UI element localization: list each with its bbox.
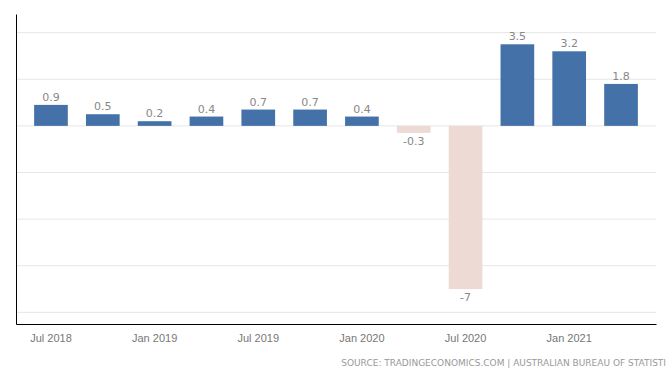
data-label: 0.7: [301, 96, 319, 109]
data-label: 0.4: [353, 103, 371, 116]
bar: [241, 110, 275, 126]
data-label: 0.2: [146, 107, 164, 120]
bars: [34, 44, 638, 289]
x-axis: Jul 2018 Jan 2019 Jul 2019 Jan 2020 Jul 2020…: [17, 325, 657, 344]
x-tick: Jan 2020: [339, 332, 384, 344]
bar: [34, 105, 68, 126]
x-tick: Jan 2019: [132, 332, 177, 344]
bar: [345, 117, 379, 126]
x-tick-label: Jan 2019: [132, 332, 177, 344]
x-axis-line: [17, 324, 657, 325]
data-label: 3.5: [509, 30, 527, 43]
x-tick: Jul 2018: [30, 332, 72, 344]
data-label: 0.5: [94, 100, 112, 113]
source-note: SOURCE: TRADINGECONOMICS.COM | AUSTRALIA…: [341, 358, 666, 368]
data-label: 3.2: [560, 37, 578, 50]
x-tick: Jan 2021: [547, 332, 592, 344]
x-tick-label: Jul 2019: [237, 332, 279, 344]
bar: [397, 126, 431, 133]
grid-line: [16, 219, 656, 220]
data-label: -0.3: [403, 135, 424, 148]
bar: [190, 117, 224, 126]
x-tick: Jul 2019: [237, 332, 279, 344]
y-axis-line: [16, 15, 17, 325]
bar: [449, 126, 483, 289]
bar: [293, 110, 327, 126]
x-tick: Jul 2020: [445, 332, 487, 344]
bar: [552, 51, 586, 126]
x-tick-label: Jan 2020: [339, 332, 384, 344]
x-tick-label: Jan 2021: [547, 332, 592, 344]
data-labels: 0.9 0.5 0.2 0.4 0.7 0.7 0.4 -0.3 -7 3.5 3.2 1.8: [42, 30, 630, 304]
plot: Jul 2018 Jan 2019 Jul 2019 Jan 2020 Jul 2020…: [16, 15, 657, 344]
data-label: 0.9: [42, 91, 60, 104]
x-tick-label: Jul 2020: [445, 332, 487, 344]
data-label: 0.7: [250, 96, 268, 109]
grid-line: [16, 265, 656, 266]
chart: Jul 2018 Jan 2019 Jul 2019 Jan 2020 Jul 2020…: [0, 0, 672, 372]
grid-line: [16, 312, 656, 313]
grid: [16, 33, 656, 313]
bar: [138, 121, 172, 126]
bar: [501, 44, 535, 126]
grid-line: [16, 172, 656, 173]
grid-line: [16, 32, 656, 33]
data-label: 0.4: [198, 103, 216, 116]
bar: [604, 84, 638, 126]
data-label: 1.8: [612, 70, 630, 83]
y-axis: [16, 15, 18, 325]
x-tick-label: Jul 2018: [30, 332, 72, 344]
data-label: -7: [460, 291, 471, 304]
bar: [86, 114, 120, 126]
